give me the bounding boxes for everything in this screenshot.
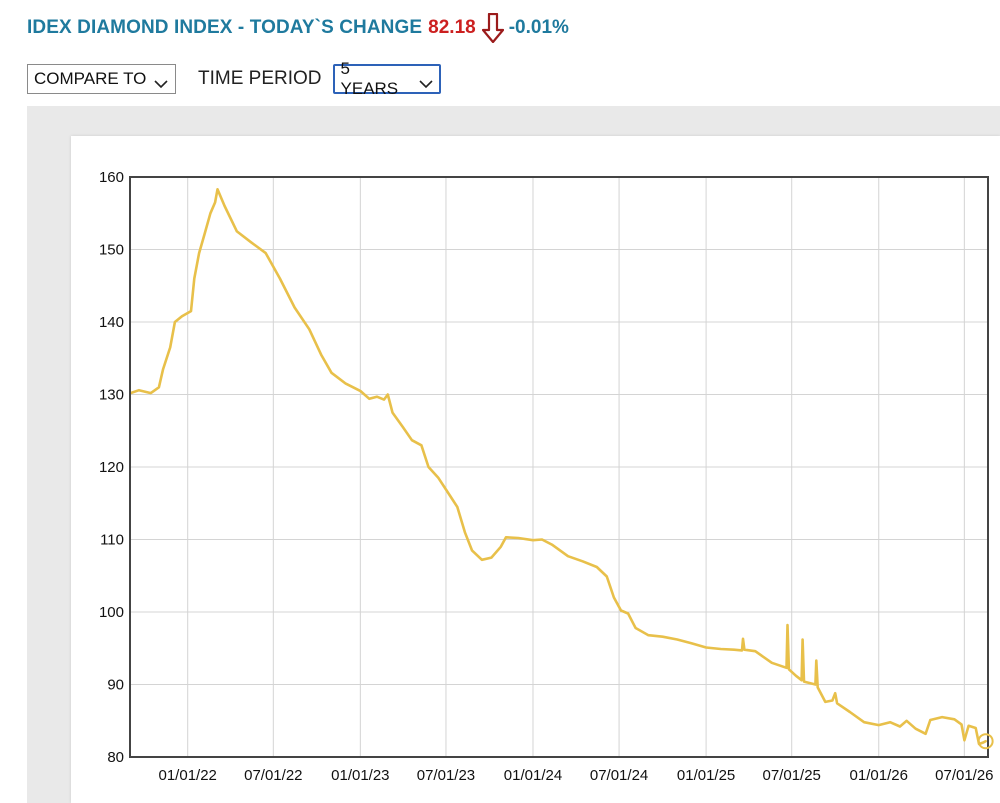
x-tick-label: 01/01/26 [850,767,908,784]
index-value: 82.18 [428,17,476,38]
header: IDEX DIAMOND INDEX - TODAY`S CHANGE 82.1… [27,12,569,44]
x-tick-label: 01/01/25 [677,767,735,784]
time-period-dropdown[interactable]: 5 YEARS [332,59,441,98]
grid-lines [130,176,988,758]
y-tick-label: 160 [99,169,124,186]
y-tick-label: 100 [99,604,124,621]
x-tick-label: 07/01/24 [590,767,648,784]
series-layer [129,188,987,746]
chart-controls: COMPARE TO TIME PERIOD 5 YEARS [27,59,441,98]
current-value-marker[interactable] [977,733,994,750]
x-tick-label: 01/01/22 [159,767,217,784]
change-percent: -0.01% [508,17,569,38]
chevron-down-icon [418,74,433,89]
y-tick-label: 120 [99,459,124,476]
index-title: IDEX DIAMOND INDEX - TODAY`S CHANGE [27,17,423,38]
y-tick-label: 150 [99,242,124,259]
y-tick-label: 140 [99,314,124,331]
plot-frame [129,176,989,758]
series-line [129,188,987,746]
y-tick-label: 110 [100,532,124,549]
x-tick-label: 07/01/22 [244,767,302,784]
time-period-value: 5 YEARS [340,59,399,98]
y-tick-label: 80 [107,749,124,766]
x-tick-label: 07/01/23 [417,767,475,784]
y-axis: 160 150 140 130 120 110 100 90 80 [99,169,124,766]
y-tick-label: 90 [107,677,124,694]
time-period-label: TIME PERIOD [198,68,322,89]
x-tick-label: 07/01/26 [935,767,993,784]
down-arrow-icon [481,12,504,44]
compare-to-dropdown[interactable]: COMPARE TO [27,64,176,94]
x-tick-label: 01/01/24 [504,767,562,784]
x-axis: 01/01/22 07/01/22 01/01/23 07/01/23 01/01/24… [159,767,994,784]
x-tick-label: 07/01/25 [763,767,821,784]
x-tick-label: 01/01/23 [331,767,389,784]
y-tick-label: 130 [99,387,124,404]
compare-to-label: COMPARE TO [34,69,147,88]
chevron-down-icon [154,74,168,89]
